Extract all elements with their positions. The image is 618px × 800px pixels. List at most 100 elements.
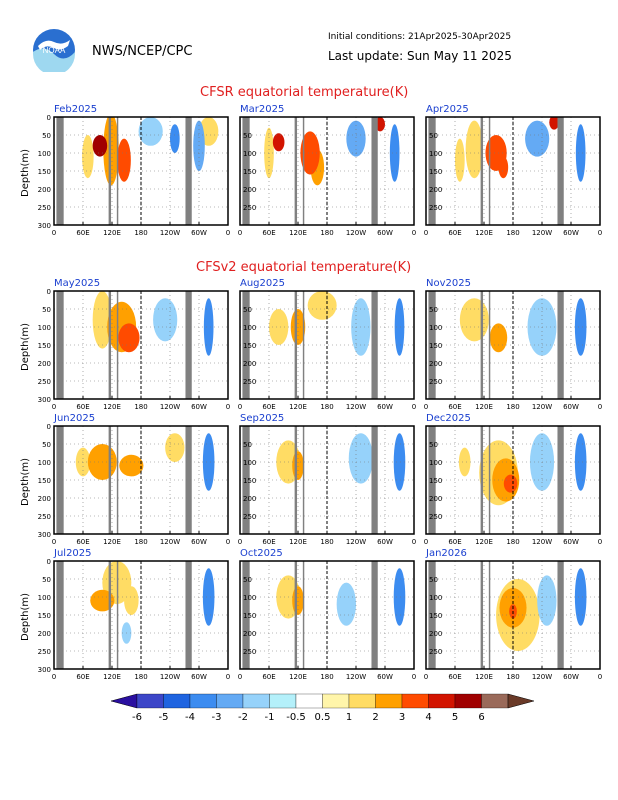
land-mask [185, 561, 192, 669]
x-tick-label: 180 [134, 538, 147, 546]
x-tick-label: 180 [506, 673, 519, 681]
panel-title: Jun2025 [54, 413, 96, 424]
y-tick-label: 50 [42, 306, 51, 314]
colorbar-box [242, 693, 270, 709]
colorbar-box [428, 693, 456, 709]
heatmap-panel: 0 60E 120E 180 120W 60W 0 50 100 150 200 250 [238, 290, 416, 411]
x-tick-label: 120W [160, 538, 180, 546]
x-tick-label: 0 [226, 538, 230, 546]
x-tick-label: 0 [424, 673, 428, 681]
x-tick-label: 120W [160, 229, 180, 237]
land-mask [488, 117, 491, 225]
x-tick-label: 0 [52, 673, 56, 681]
y-tick-label: 150 [38, 168, 51, 176]
y-tick-label: 150 [243, 168, 256, 176]
y-tick-label: 200 [429, 495, 442, 503]
heatmap-panel: 0 60E 120E 180 120W 60W 0 0 50 100 150 200 250 300 [38, 558, 231, 681]
y-tick-label: 0 [47, 114, 51, 122]
y-tick-label: 250 [243, 648, 256, 656]
heatmap-panel: 0 60E 120E 180 120W 60W 0 50 100 150 200 250 [424, 560, 602, 681]
y-tick-label: 250 [429, 204, 442, 212]
x-tick-label: 0 [52, 403, 56, 411]
land-mask [428, 426, 436, 534]
land-mask [480, 426, 484, 534]
anomaly-contour [393, 568, 406, 626]
land-mask [294, 291, 298, 399]
x-tick-label: 60E [76, 403, 89, 411]
land-mask [294, 426, 298, 534]
y-tick-label: 50 [243, 306, 252, 314]
anomaly-contour [153, 298, 178, 342]
land-mask [108, 561, 112, 669]
x-tick-label: 60E [448, 673, 461, 681]
x-tick-label: 0 [412, 673, 416, 681]
colorbar-box [163, 693, 191, 709]
y-tick-label: 250 [38, 513, 51, 521]
y-tick-label: 150 [38, 612, 51, 620]
x-tick-label: 0 [412, 229, 416, 237]
anomaly-contour [92, 291, 112, 349]
land-mask [108, 426, 112, 534]
x-tick-label: 60W [377, 403, 393, 411]
x-tick-label: 120W [346, 403, 366, 411]
y-tick-label: 50 [42, 132, 51, 140]
x-tick-label: 60W [563, 673, 579, 681]
panel-title: Jul2025 [54, 548, 92, 559]
land-mask [488, 426, 491, 534]
x-tick-label: 120E [289, 538, 307, 546]
anomaly-contour [307, 291, 337, 320]
heatmap-panel: 0 60E 120E 180 120W 60W 0 50 100 150 200 250 [238, 116, 416, 237]
x-tick-label: 60W [191, 673, 207, 681]
land-mask [116, 426, 119, 534]
y-tick-label: 50 [42, 576, 51, 584]
colorbar-label: 0.5 [315, 712, 331, 723]
land-mask [108, 291, 112, 399]
colorbar-box [269, 693, 297, 709]
anomaly-contour [348, 433, 373, 484]
y-tick-label: 200 [243, 360, 256, 368]
y-tick-label: 300 [38, 396, 51, 404]
land-mask [116, 117, 119, 225]
anomaly-contour [269, 309, 289, 345]
colorbar-box [322, 693, 350, 709]
anomaly-contour [90, 589, 115, 612]
y-tick-label: 200 [429, 630, 442, 638]
anomaly-contour [82, 135, 94, 179]
colorbar-label: -1 [265, 712, 275, 723]
x-tick-label: 0 [598, 538, 602, 546]
panel-title: Nov2025 [426, 278, 471, 289]
y-tick-label: 200 [38, 495, 51, 503]
x-tick-label: 60E [448, 538, 461, 546]
panel-title: Sep2025 [240, 413, 285, 424]
colorbar-label: -6 [132, 712, 142, 723]
land-mask [557, 291, 564, 399]
y-tick-label: 0 [47, 558, 51, 566]
anomaly-contour [203, 298, 214, 356]
anomaly-contour [458, 447, 471, 477]
colorbar-arrow-right [507, 693, 535, 709]
y-tick-label: 100 [243, 150, 256, 158]
y-tick-label: 200 [38, 630, 51, 638]
land-mask [242, 291, 250, 399]
initial-conditions: Initial conditions: 21Apr2025-30Apr2025 [328, 32, 512, 42]
land-mask [488, 561, 491, 669]
x-tick-label: 0 [238, 403, 242, 411]
y-tick-label: 100 [429, 150, 442, 158]
y-tick-label: 50 [429, 132, 438, 140]
colorbar-arrow-left [110, 693, 138, 709]
y-tick-label: 100 [429, 459, 442, 467]
x-tick-label: 0 [424, 538, 428, 546]
y-tick-label: 100 [243, 459, 256, 467]
x-tick-label: 60W [563, 229, 579, 237]
y-tick-label: 300 [38, 666, 51, 674]
y-tick-label: 100 [38, 594, 51, 602]
x-tick-label: 0 [52, 229, 56, 237]
x-tick-label: 120E [103, 229, 121, 237]
colorbar-box [348, 693, 376, 709]
y-tick-label: 250 [38, 204, 51, 212]
x-tick-label: 0 [598, 673, 602, 681]
anomaly-contour [393, 433, 406, 491]
colorbar-label: -0.5 [286, 712, 306, 723]
x-tick-label: 120W [532, 403, 552, 411]
anomaly-contour [272, 133, 285, 152]
